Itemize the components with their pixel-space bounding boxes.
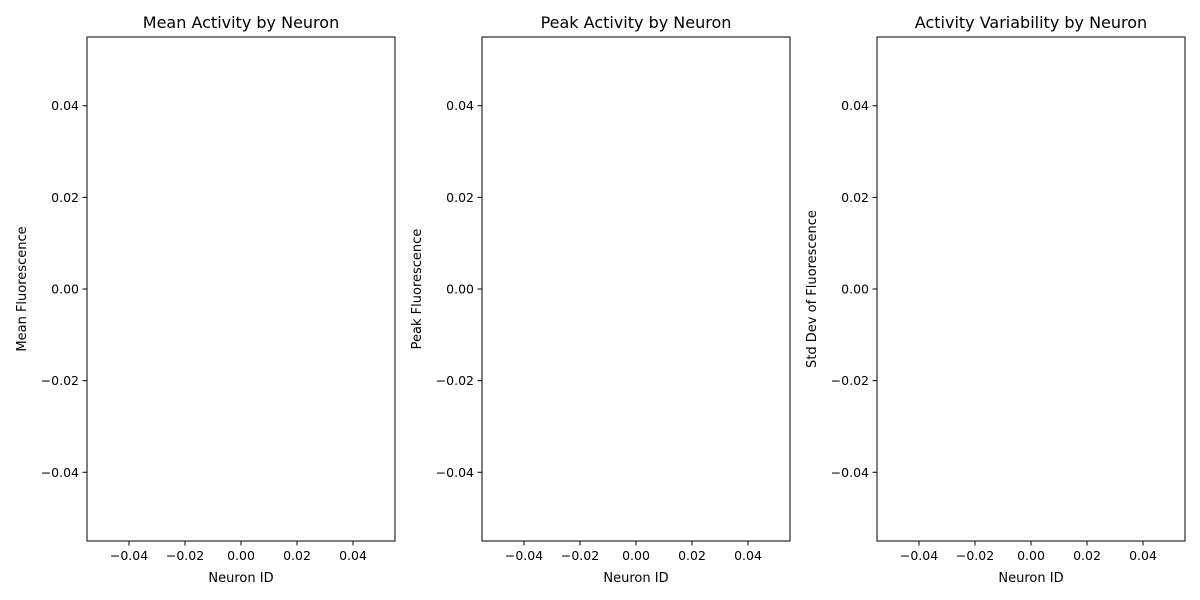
plot-area-frame (86, 36, 396, 542)
chart-title: Activity Variability by Neuron (915, 13, 1147, 32)
y-axis-label: Mean Fluorescence (15, 226, 30, 351)
plot-area-frame (876, 36, 1186, 542)
y-tick-label: −0.02 (41, 373, 79, 388)
y-axis-label: Std Dev of Fluorescence (805, 210, 820, 368)
x-tick-label: 0.04 (339, 548, 367, 563)
y-tick-label: 0.04 (446, 98, 474, 113)
y-tick-label: 0.00 (446, 282, 474, 297)
y-tick-label: −0.04 (436, 465, 474, 480)
y-tick-label: 0.00 (841, 282, 869, 297)
plot-area-frame (481, 36, 791, 542)
x-tick-label: 0.04 (1129, 548, 1157, 563)
y-tick-label: 0.02 (446, 190, 474, 205)
chart-title: Mean Activity by Neuron (143, 13, 339, 32)
x-tick-label: −0.02 (956, 548, 994, 563)
y-tick-label: 0.04 (51, 98, 79, 113)
y-tick-label: 0.00 (51, 282, 79, 297)
x-tick-label: −0.04 (900, 548, 938, 563)
x-tick-label: 0.02 (678, 548, 706, 563)
x-axis-label: Neuron ID (998, 571, 1063, 586)
x-tick-label: 0.02 (283, 548, 311, 563)
x-tick-label: 0.04 (734, 548, 762, 563)
subplot-2: −0.04 −0.02 0.00 0.02 0.04 −0.04 −0.02 0.00 0.02… (410, 13, 791, 586)
y-axis-label: Peak Fluorescence (410, 229, 425, 350)
y-tick-label: −0.04 (831, 465, 869, 480)
x-tick-label: −0.04 (110, 548, 148, 563)
subplot-3: −0.04 −0.02 0.00 0.02 0.04 −0.04 −0.02 0.00 0.02… (805, 13, 1186, 586)
y-tick-label: −0.04 (41, 465, 79, 480)
x-tick-label: 0.00 (227, 548, 255, 563)
y-tick-label: 0.02 (841, 190, 869, 205)
y-tick-label: −0.02 (831, 373, 869, 388)
x-tick-label: −0.04 (505, 548, 543, 563)
x-tick-label: −0.02 (561, 548, 599, 563)
x-tick-label: 0.00 (1017, 548, 1045, 563)
subplot-1: −0.04 −0.02 0.00 0.02 0.04 −0.04 −0.02 0.00 0.02… (15, 13, 396, 586)
x-axis-label: Neuron ID (603, 571, 668, 586)
x-tick-label: −0.02 (166, 548, 204, 563)
x-axis-label: Neuron ID (208, 571, 273, 586)
y-tick-label: 0.02 (51, 190, 79, 205)
x-tick-label: 0.00 (622, 548, 650, 563)
chart-title: Peak Activity by Neuron (541, 13, 732, 32)
x-tick-label: 0.02 (1073, 548, 1101, 563)
y-tick-label: −0.02 (436, 373, 474, 388)
y-tick-label: 0.04 (841, 98, 869, 113)
